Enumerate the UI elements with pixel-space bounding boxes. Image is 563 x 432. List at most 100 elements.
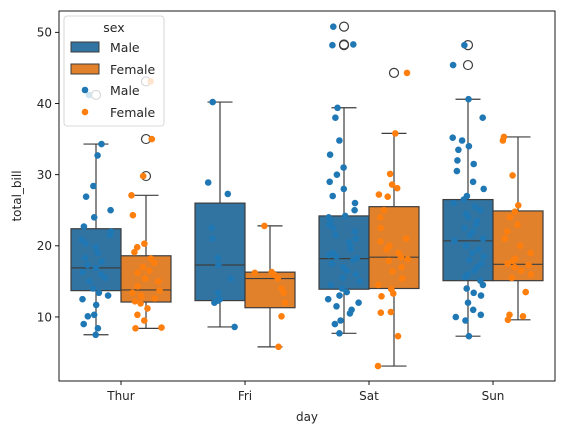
point-sat-male-40 (340, 164, 347, 171)
point-sat-female-19 (377, 224, 385, 232)
point-sun-male-46 (449, 61, 457, 69)
point-thur-male-9 (89, 285, 97, 292)
point-thur-female-12 (134, 283, 141, 290)
point-sun-male-18 (469, 249, 476, 257)
point-fri-female-2 (281, 299, 289, 307)
point-sat-female-8 (398, 275, 406, 282)
point-sun-female-13 (516, 242, 524, 250)
point-sat-female-26 (386, 170, 394, 178)
point-thur-female-2 (141, 317, 148, 324)
point-fri-female-4 (278, 285, 285, 292)
point-sun-male-39 (454, 157, 461, 164)
point-sat-female-25 (388, 181, 396, 188)
point-sun-female-1 (519, 313, 527, 320)
point-sun-male-41 (465, 142, 473, 150)
point-sun-male-4 (469, 306, 477, 314)
point-sat-female-24 (393, 184, 401, 192)
point-sun-male-45 (465, 95, 472, 103)
point-thur-male-6 (79, 295, 86, 303)
point-sat-female-14 (395, 249, 402, 257)
point-thur-female-5 (137, 300, 144, 307)
legend-title: sex (103, 20, 124, 35)
point-sat-male-13 (339, 274, 346, 282)
point-thur-male-24 (80, 223, 88, 230)
point-sat-female-3 (387, 308, 395, 316)
axes-layer: 10 20 30 40 50 Thur Fri Sat Sun (37, 26, 505, 403)
point-thur-male-13 (79, 268, 86, 276)
point-sun-male-7 (470, 289, 478, 297)
point-sun-male-43 (449, 134, 457, 141)
point-sun-female-11 (512, 255, 519, 262)
point-sun-female-19 (515, 202, 522, 209)
point-sun-male-20 (462, 242, 470, 250)
point-sat-male-14 (352, 271, 360, 278)
x-tick-label-sat: Sat (359, 389, 379, 403)
point-sun-male-32 (450, 199, 458, 207)
x-tick-label-sun: Sun (482, 389, 505, 403)
point-sat-male-33 (341, 212, 349, 220)
point-sun-female-12 (527, 249, 534, 257)
point-sat-male-36 (329, 192, 337, 200)
point-sun-male-31 (471, 203, 479, 210)
legend-marker-male-point (81, 86, 89, 94)
point-sat-female-12 (404, 255, 412, 263)
point-thur-male-14 (92, 264, 100, 272)
y-tick-label-10: 10 (37, 310, 52, 324)
point-sat-male-5 (333, 303, 340, 310)
point-fri-male-4 (214, 289, 222, 297)
point-sun-male-17 (480, 253, 488, 260)
outlier-sat-female-0 (388, 67, 400, 79)
point-thur-male-26 (107, 206, 114, 214)
point-sat-male-4 (348, 306, 355, 314)
point-sun-male-12 (464, 271, 472, 278)
point-fri-male-5 (227, 275, 235, 282)
point-sat-male-37 (340, 185, 348, 193)
point-sat-male-41 (326, 151, 334, 158)
y-tick-label-40: 40 (37, 97, 52, 111)
point-fri-male-0 (231, 323, 238, 331)
point-thur-female-13 (155, 278, 162, 285)
outlier-sat-male-2 (338, 21, 350, 32)
point-sat-female-16 (386, 242, 393, 250)
point-sat-male-19 (353, 254, 361, 262)
point-sat-male-38 (326, 178, 334, 186)
plot-frame (58, 10, 556, 382)
point-sat-male-12 (356, 278, 364, 285)
point-thur-male-12 (97, 271, 105, 278)
point-thur-male-8 (95, 289, 103, 297)
point-sun-male-6 (477, 292, 485, 299)
point-thur-female-17 (139, 263, 147, 271)
point-thur-female-25 (139, 172, 147, 180)
point-thur-male-30 (98, 140, 105, 148)
point-sat-male-45 (350, 41, 357, 48)
point-sun-male-21 (451, 237, 458, 245)
legend-label-male-box: Male (110, 40, 140, 55)
point-thur-male-17 (81, 254, 89, 262)
point-sun-female-2 (506, 311, 513, 319)
point-sat-male-26 (352, 235, 360, 242)
point-sun-female-5 (527, 271, 535, 278)
point-sat-male-34 (351, 206, 358, 214)
point-sun-female-6 (517, 267, 525, 275)
points-layer (78, 23, 535, 370)
point-sat-female-10 (398, 263, 405, 271)
point-sat-male-32 (325, 214, 333, 221)
point-sun-male-47 (461, 41, 468, 49)
point-sun-male-15 (478, 260, 485, 267)
point-fri-female-1 (278, 313, 285, 320)
point-sat-female-0 (374, 362, 382, 370)
box-fri-male (194, 202, 246, 302)
point-thur-male-1 (94, 325, 102, 332)
point-sat-male-16 (339, 263, 347, 271)
point-sun-male-34 (463, 192, 471, 200)
point-sun-male-42 (458, 137, 466, 144)
point-thur-male-4 (90, 311, 98, 319)
point-sat-female-9 (389, 268, 396, 275)
point-thur-male-25 (90, 214, 98, 221)
point-sat-male-35 (351, 199, 359, 207)
point-sun-female-20 (509, 172, 516, 179)
legend-label-female-point: Female (110, 105, 156, 120)
point-sun-female-9 (504, 260, 512, 267)
point-thur-female-1 (158, 324, 165, 331)
point-sat-female-22 (384, 193, 392, 200)
